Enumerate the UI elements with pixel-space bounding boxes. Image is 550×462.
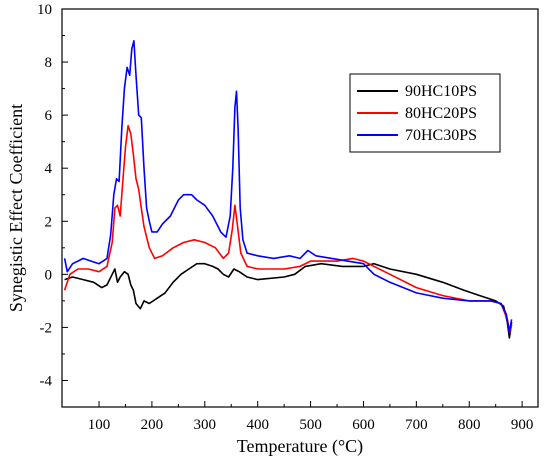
axis-tick-labels: 100 200 300 400 500 600 700 800 900 -4 -2 0 2 4 6 8 10 — [37, 2, 533, 433]
y-axis-title: Synegistic Effect Coefficient — [6, 104, 26, 312]
x-tick-label: 600 — [352, 417, 375, 433]
plot-frame — [61, 8, 539, 408]
legend-label: 70HC30PS — [405, 127, 477, 144]
y-tick-label: -2 — [40, 320, 53, 336]
axis-ticks — [62, 8, 523, 407]
y-tick-label: 0 — [45, 267, 53, 283]
y-tick-label: 8 — [45, 55, 53, 71]
x-axis-title: Temperature (°C) — [237, 436, 363, 457]
x-tick-label: 900 — [511, 417, 534, 433]
y-tick-label: -4 — [40, 373, 53, 389]
y-tick-label: 10 — [37, 2, 52, 18]
x-tick-label: 800 — [458, 417, 481, 433]
y-tick-label: 2 — [45, 214, 53, 230]
legend-label: 90HC10PS — [405, 83, 477, 100]
series-line-90hc10ps — [64, 262, 513, 339]
series-line-80hc20ps — [63, 124, 513, 334]
x-tick-label: 100 — [88, 417, 111, 433]
x-tick-label: 300 — [194, 417, 217, 433]
x-tick-label: 400 — [246, 417, 269, 433]
x-tick-label: 200 — [141, 417, 164, 433]
y-tick-label: 4 — [45, 161, 53, 177]
series-layer — [63, 40, 513, 339]
y-tick-label: 6 — [45, 108, 53, 124]
series-line-70hc30ps — [63, 40, 513, 334]
x-tick-label: 700 — [405, 417, 428, 433]
legend-label: 80HC20PS — [405, 105, 477, 122]
legend: 90HC10PS 80HC20PS 70HC30PS — [349, 73, 501, 153]
x-tick-label: 500 — [299, 417, 322, 433]
